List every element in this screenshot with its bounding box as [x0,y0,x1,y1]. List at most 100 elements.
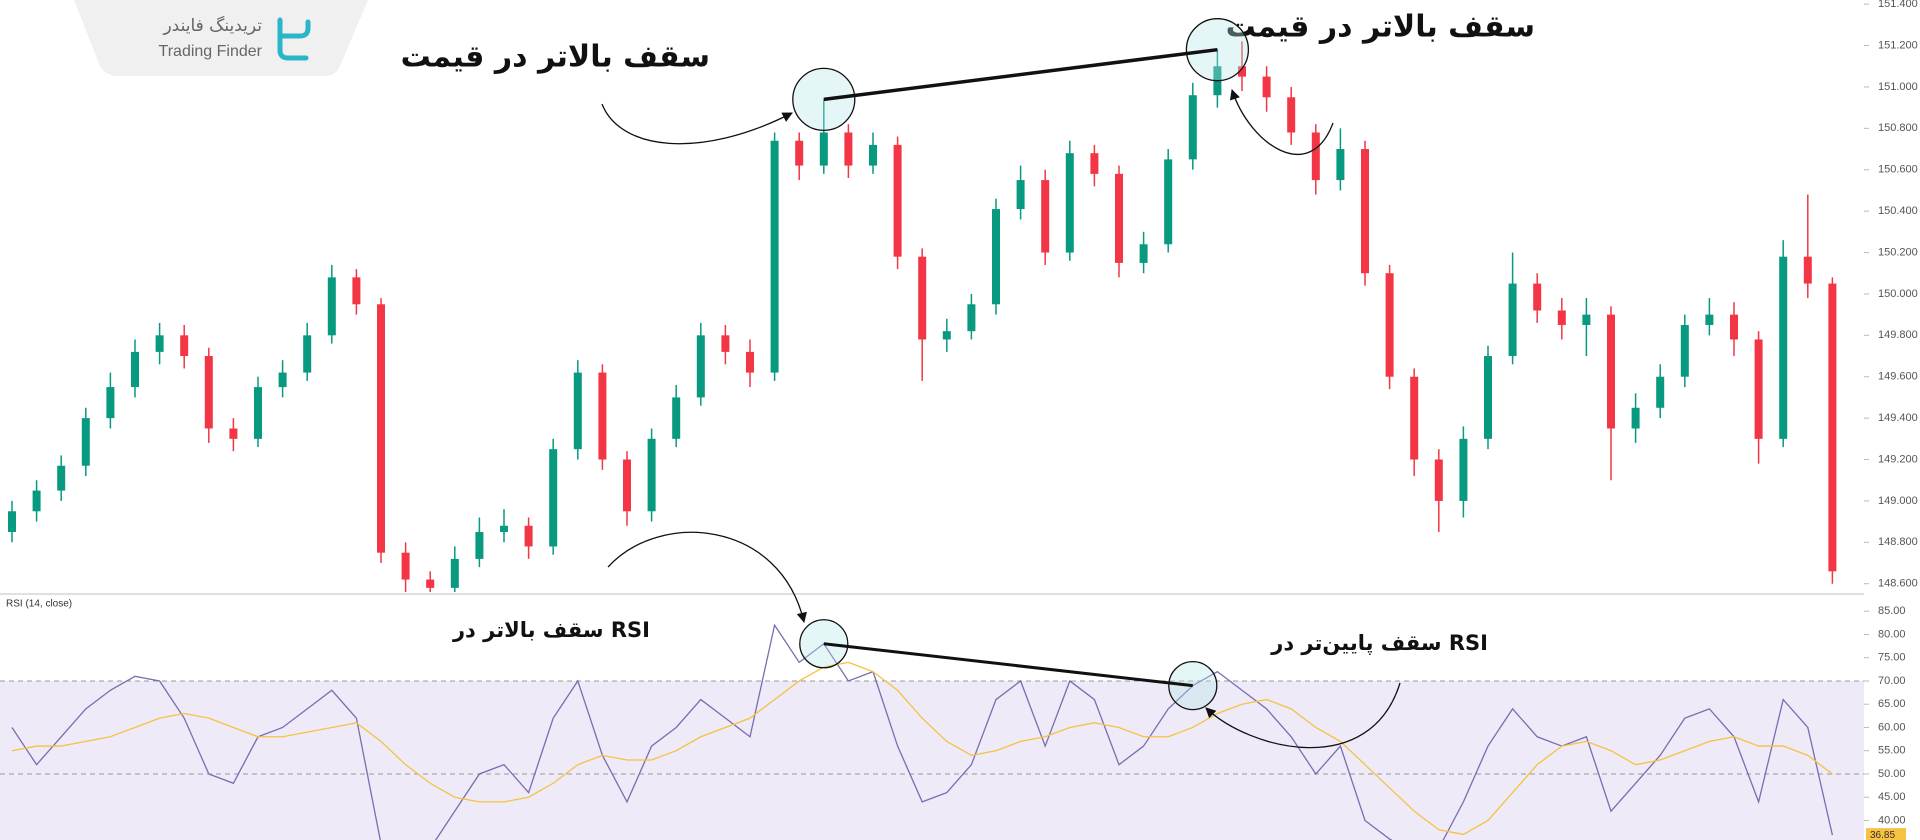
y-tick-label: 149.400 [1878,412,1918,424]
y-tick-label: 151.000 [1878,81,1918,93]
y-tick-label: 45.00 [1878,791,1906,803]
candle-body [770,140,779,373]
annotation: سقف پایین‌تر در RSI [1270,631,1488,655]
candle-body [1607,314,1615,429]
candle-body [1828,283,1837,572]
candle-body [1803,256,1812,284]
arrow [601,103,793,145]
y-tick-label: 149.000 [1878,495,1918,507]
annotation: سقف بالاتر در قیمت [1226,10,1535,45]
candle-body [893,144,902,257]
candle-body [401,552,410,580]
logo: تریدینگ فایندر Trading Finder [74,0,368,76]
candle-body [1336,149,1345,181]
candle-body [918,256,927,340]
value-label: 36.85 [1870,830,1895,840]
y-tick-label: 151.200 [1878,39,1918,51]
y-tick-label: 70.00 [1878,675,1906,687]
candle-body [254,387,262,439]
y-tick-label: 150.600 [1878,164,1918,176]
candle-body [992,209,1000,305]
candle-body [475,531,484,559]
arrow [1205,682,1401,749]
y-tick-label: 148.600 [1878,578,1918,590]
y-tick-label: 50.00 [1878,768,1906,780]
candle-body [327,277,336,336]
candle-body [672,397,681,439]
candle-body [1016,180,1025,210]
candle-body [1631,407,1640,429]
arrow [1229,89,1334,155]
candle-body [1164,159,1173,245]
candle-body [1582,314,1591,325]
candle-body [229,428,238,439]
y-tick-label: 149.200 [1878,453,1918,465]
trend-line [823,642,1193,688]
arrow [607,531,807,624]
y-tick-label: 60.00 [1878,721,1906,733]
candle-body [1779,256,1788,439]
candle-body [180,335,189,357]
candle-body [1680,324,1689,377]
candle-body [967,304,976,332]
candle-body [1533,283,1542,311]
candle-body [450,558,459,588]
candle-body [573,372,582,450]
candle-body [303,335,312,373]
candle-body [1139,244,1148,263]
y-tick-label: 149.600 [1878,371,1918,383]
candle-body [426,579,435,588]
candle-body [1287,97,1296,133]
candle-body [204,356,213,429]
candle-body [524,525,533,547]
series-line [11,623,1834,840]
annotation: سقف بالاتر در قیمت [401,40,710,75]
candle-body [1115,173,1123,263]
price-panel [8,41,1837,592]
y-tick-label: 148.800 [1878,536,1918,548]
candle-body [1434,459,1443,501]
y-tick-label: 85.00 [1878,605,1906,617]
candle-body [869,144,877,166]
y-tick-label: 80.00 [1878,628,1906,640]
candle-body [721,335,730,352]
y-tick-label: 150.800 [1878,122,1918,134]
candle-body [155,335,164,352]
candle-body [819,132,828,166]
candle-body [942,331,951,340]
candle-body [1041,180,1050,253]
value-box [1866,828,1906,840]
candle-body [795,140,804,166]
candle-body [844,132,853,166]
y-tick-label: 75.00 [1878,652,1906,664]
y-tick-label: 55.00 [1878,745,1906,757]
candle-body [1705,314,1714,325]
candle-body [1311,132,1320,181]
candle-body [106,387,115,419]
logo-icon [277,17,311,61]
candle-body [1484,356,1492,439]
candle-body [1090,153,1099,174]
candle-body [647,438,656,512]
trend-line [823,47,1218,102]
candle-body [1238,66,1246,77]
axes: 148.600 148.800 149.000 149.200 149.400 149.6… [1864,0,1918,840]
candle-body [1656,376,1665,408]
candle-body [500,525,508,532]
y-tick-label: 149.800 [1878,329,1918,341]
annotation: سقف بالاتر در RSI [452,618,650,642]
candle-body [1385,273,1394,377]
candle-body [1188,95,1197,160]
y-tick-label: 40.00 [1878,814,1906,826]
candle-body [549,449,558,547]
candle-body [1361,149,1369,274]
logo-en: Trading Finder [159,43,263,60]
candle-body [746,351,754,373]
rsi-panel [0,623,1864,840]
candle-body [1508,283,1517,357]
level-band [0,680,1864,840]
candle-body [352,277,361,305]
candle-body [1730,314,1738,340]
annotations: سقف بالاتر در قیمت سقف بالاتر در قیمت سق… [401,10,1535,749]
